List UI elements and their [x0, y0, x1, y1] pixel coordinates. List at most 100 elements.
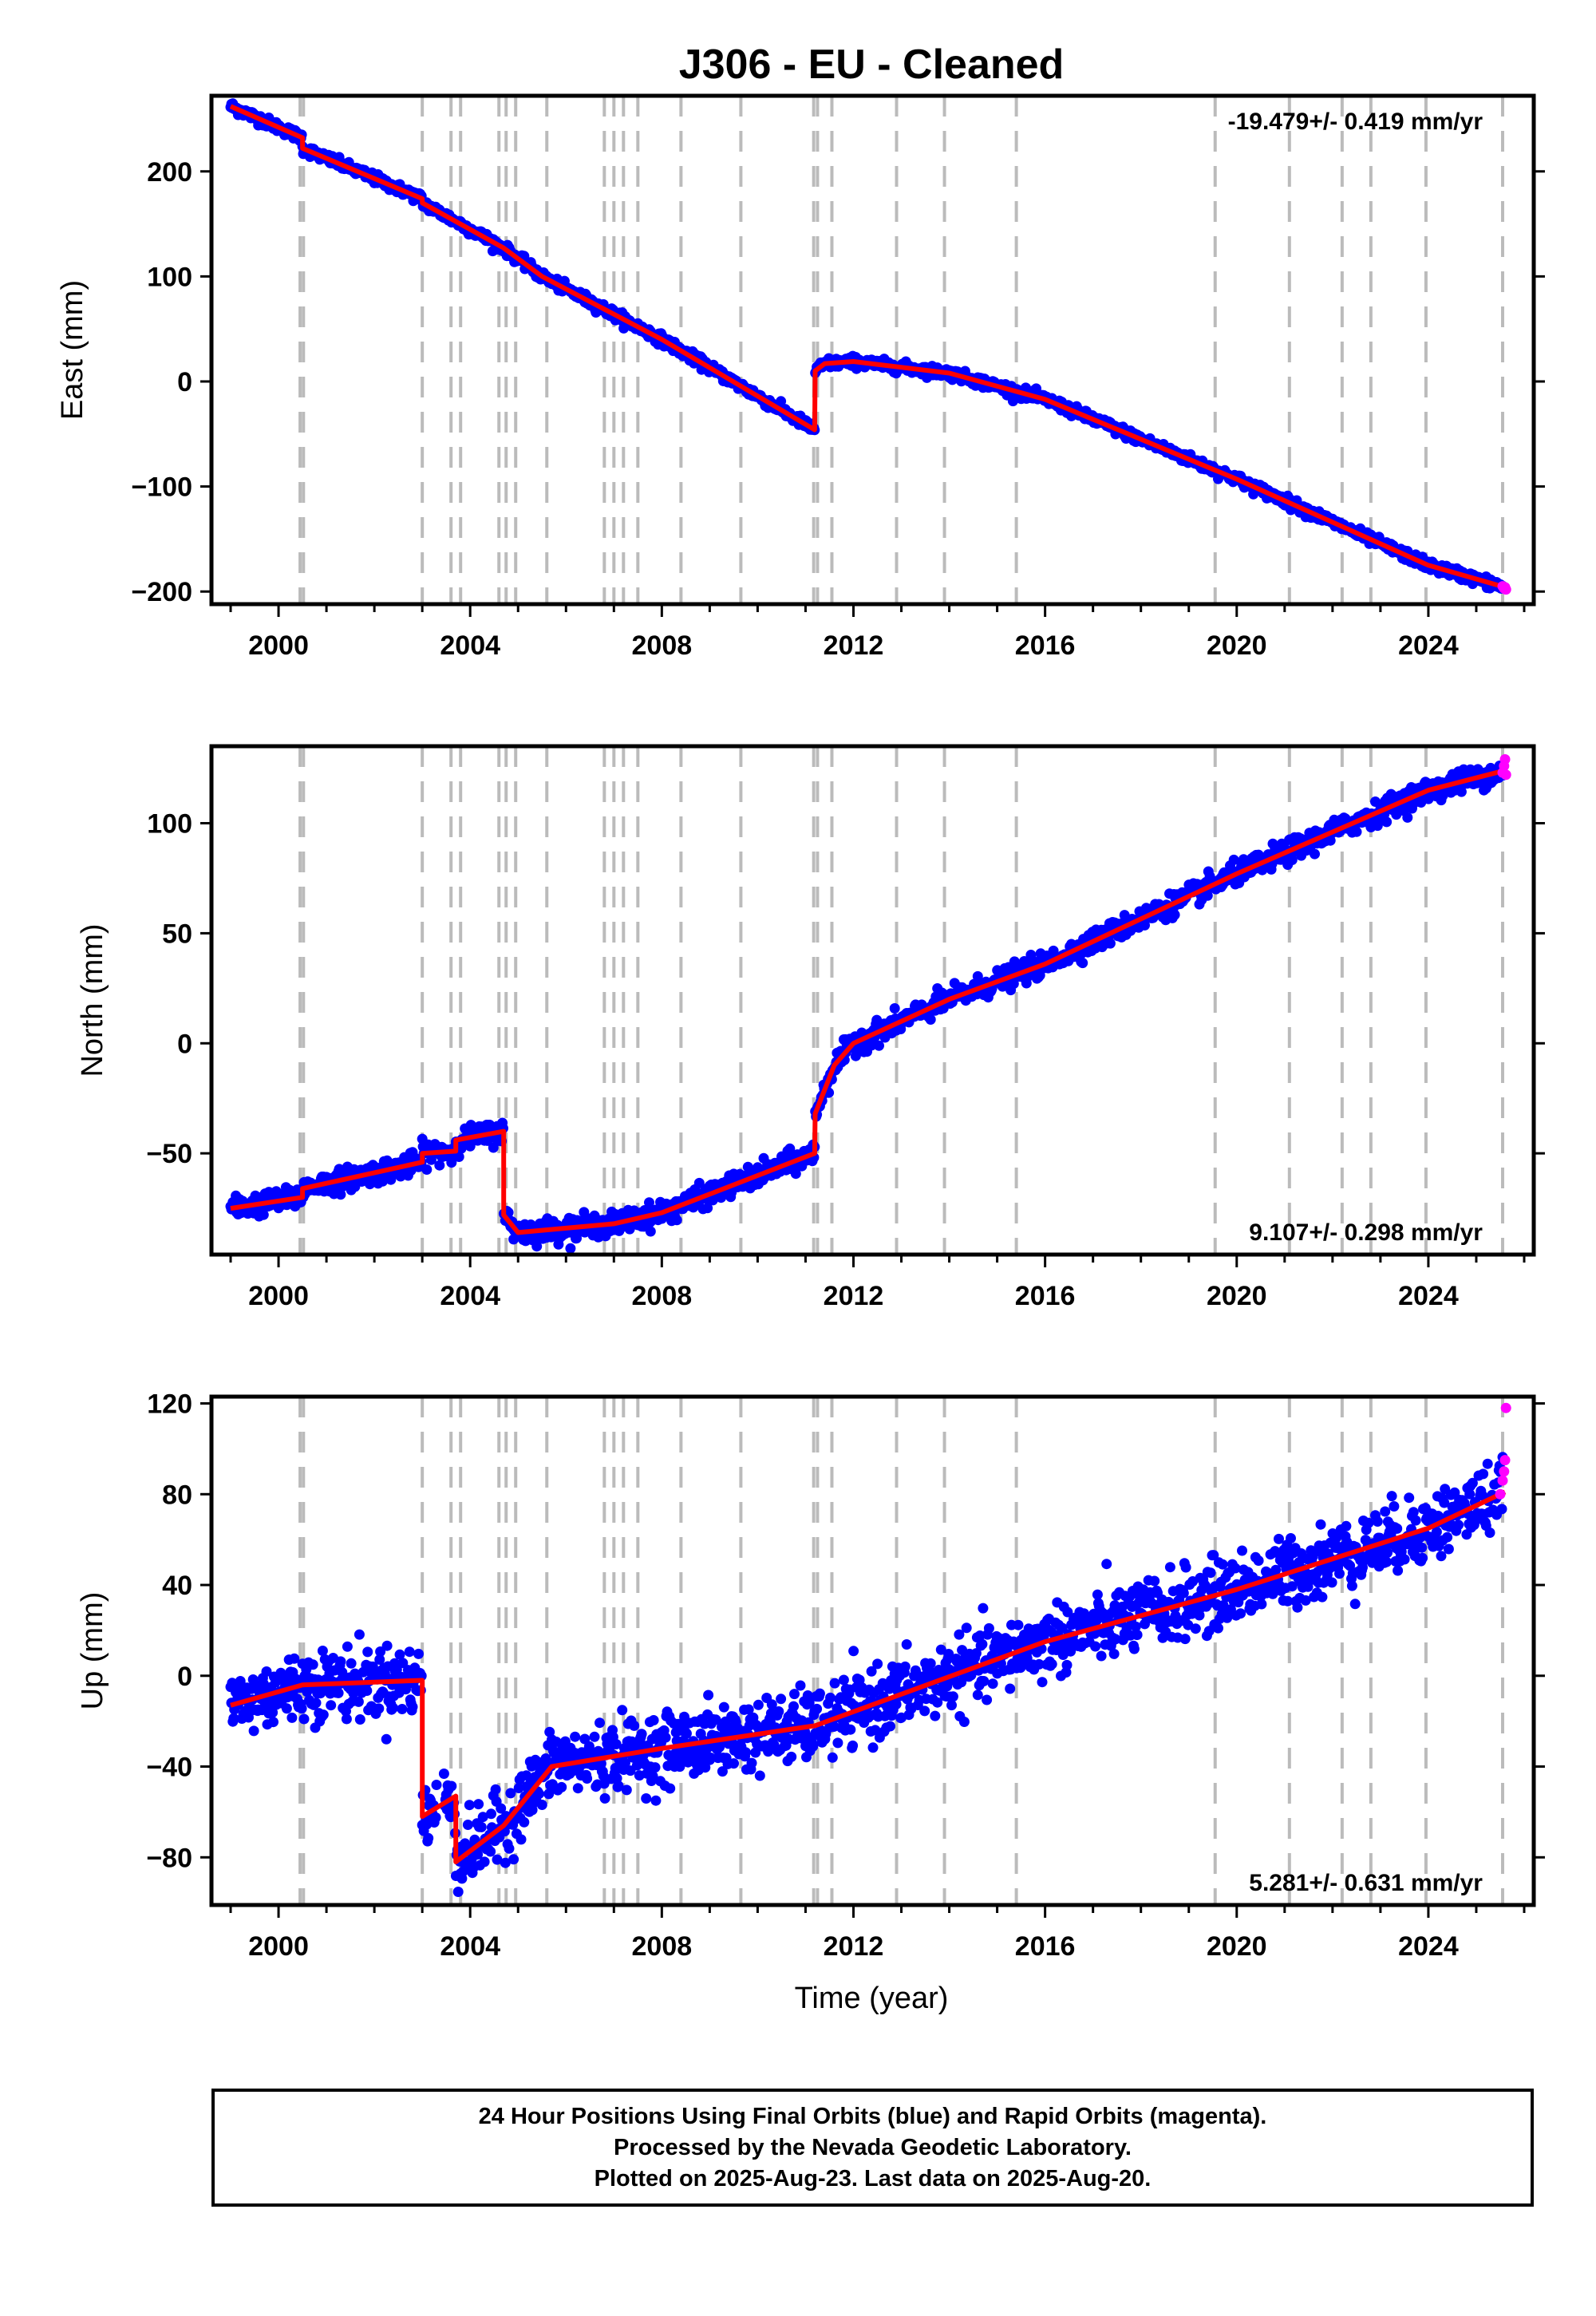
data-point	[935, 1644, 946, 1655]
data-point	[388, 1702, 399, 1713]
step-lines	[298, 96, 1504, 604]
data-point	[1104, 938, 1116, 949]
x-tick-label: 2012	[824, 1281, 884, 1311]
data-point	[812, 1703, 823, 1714]
data-point	[710, 1714, 721, 1725]
data-point	[589, 1731, 600, 1742]
x-tick-label: 2020	[1207, 1281, 1267, 1311]
data-point	[472, 1849, 484, 1860]
data-point	[1169, 909, 1180, 920]
data-point	[827, 1752, 838, 1763]
velocity-label: -19.479+/- 0.419 mm/yr	[1228, 109, 1483, 135]
data-point	[373, 1703, 385, 1714]
x-tick-label: 2000	[248, 630, 309, 661]
data-point	[889, 1003, 900, 1014]
data-point	[987, 1678, 998, 1690]
data-point	[401, 1684, 411, 1695]
data-point	[983, 1622, 994, 1634]
data-point	[705, 1752, 716, 1763]
data-point	[1237, 1545, 1247, 1556]
data-point	[1062, 1607, 1073, 1618]
data-point	[946, 1700, 957, 1711]
data-point	[885, 1721, 895, 1732]
data-point	[1230, 1563, 1241, 1574]
data-point	[434, 1160, 445, 1171]
data-point	[582, 1773, 593, 1784]
data-point	[375, 1646, 386, 1657]
data-point	[479, 1856, 490, 1867]
data-point	[342, 1641, 353, 1652]
data-point	[1130, 1621, 1141, 1632]
data-point	[899, 1661, 911, 1672]
y-tick-label: 100	[147, 262, 192, 292]
data-point	[446, 1157, 457, 1168]
data-point	[326, 1700, 337, 1711]
data-point	[438, 1769, 449, 1779]
data-point	[961, 1622, 972, 1634]
data-point	[1008, 978, 1019, 990]
data-point	[1205, 1567, 1216, 1579]
data-point	[729, 1758, 739, 1769]
y-axis-label: East (mm)	[56, 280, 89, 420]
data-point	[621, 1784, 632, 1796]
data-point	[1286, 855, 1298, 865]
data-point	[296, 1703, 307, 1714]
y-tick-label: 200	[147, 157, 192, 188]
data-point	[1149, 1575, 1160, 1587]
data-point	[485, 1846, 496, 1857]
data-point	[473, 1799, 484, 1810]
data-point	[248, 1725, 259, 1737]
data-point	[681, 1728, 692, 1739]
step-lines	[298, 746, 1504, 1255]
data-point	[281, 1703, 292, 1714]
data-point	[825, 1692, 836, 1703]
data-point	[829, 1678, 840, 1689]
data-point	[665, 1783, 676, 1794]
data-point	[647, 1771, 658, 1781]
data-point	[504, 1843, 515, 1854]
data-point	[795, 1680, 806, 1691]
data-point	[1092, 1589, 1103, 1600]
data-point	[1235, 1608, 1246, 1619]
data-point	[346, 1658, 357, 1669]
data-point	[613, 1780, 624, 1792]
data-point	[872, 1658, 883, 1670]
up-panel: 2000 2004 2008 2012 2016 2020 2024−80−40040801…	[76, 1389, 1545, 1962]
data-point	[1037, 1677, 1048, 1688]
data-point	[1033, 1658, 1045, 1670]
y-tick-label: −200	[131, 577, 192, 607]
east-panel: 2000 2004 2008 2012 2016 2020 2024−200−1000100…	[56, 93, 1545, 661]
data-point	[970, 1648, 982, 1659]
data-point	[766, 1699, 777, 1710]
y-axis-label: North (mm)	[76, 923, 109, 1077]
data-point	[394, 1649, 405, 1660]
data-point	[508, 1854, 519, 1865]
x-tick-label: 2016	[1015, 1281, 1076, 1311]
data-point	[741, 1747, 751, 1758]
data-point	[453, 1152, 464, 1162]
data-point	[1013, 1619, 1024, 1630]
final-orbit-points	[225, 1452, 1508, 1897]
data-point	[1179, 1634, 1191, 1645]
data-point	[268, 1717, 279, 1728]
x-tick-label: 2016	[1015, 630, 1076, 661]
y-tick-label: −50	[146, 1139, 192, 1169]
data-point	[298, 1713, 310, 1725]
data-point	[645, 1226, 656, 1237]
data-point	[1046, 1658, 1057, 1670]
data-point	[404, 1646, 415, 1658]
data-point	[1228, 854, 1239, 865]
data-point	[832, 1737, 843, 1749]
data-point	[431, 1780, 442, 1790]
data-point	[718, 1701, 729, 1713]
data-point	[743, 1704, 754, 1715]
data-point	[750, 1747, 761, 1758]
data-point	[1402, 812, 1413, 823]
data-point	[310, 1697, 322, 1709]
data-point	[930, 1710, 941, 1721]
data-point	[866, 1666, 877, 1677]
data-point	[753, 1699, 764, 1710]
data-point	[1351, 826, 1362, 837]
data-point	[717, 1766, 728, 1777]
data-point	[362, 1646, 373, 1658]
